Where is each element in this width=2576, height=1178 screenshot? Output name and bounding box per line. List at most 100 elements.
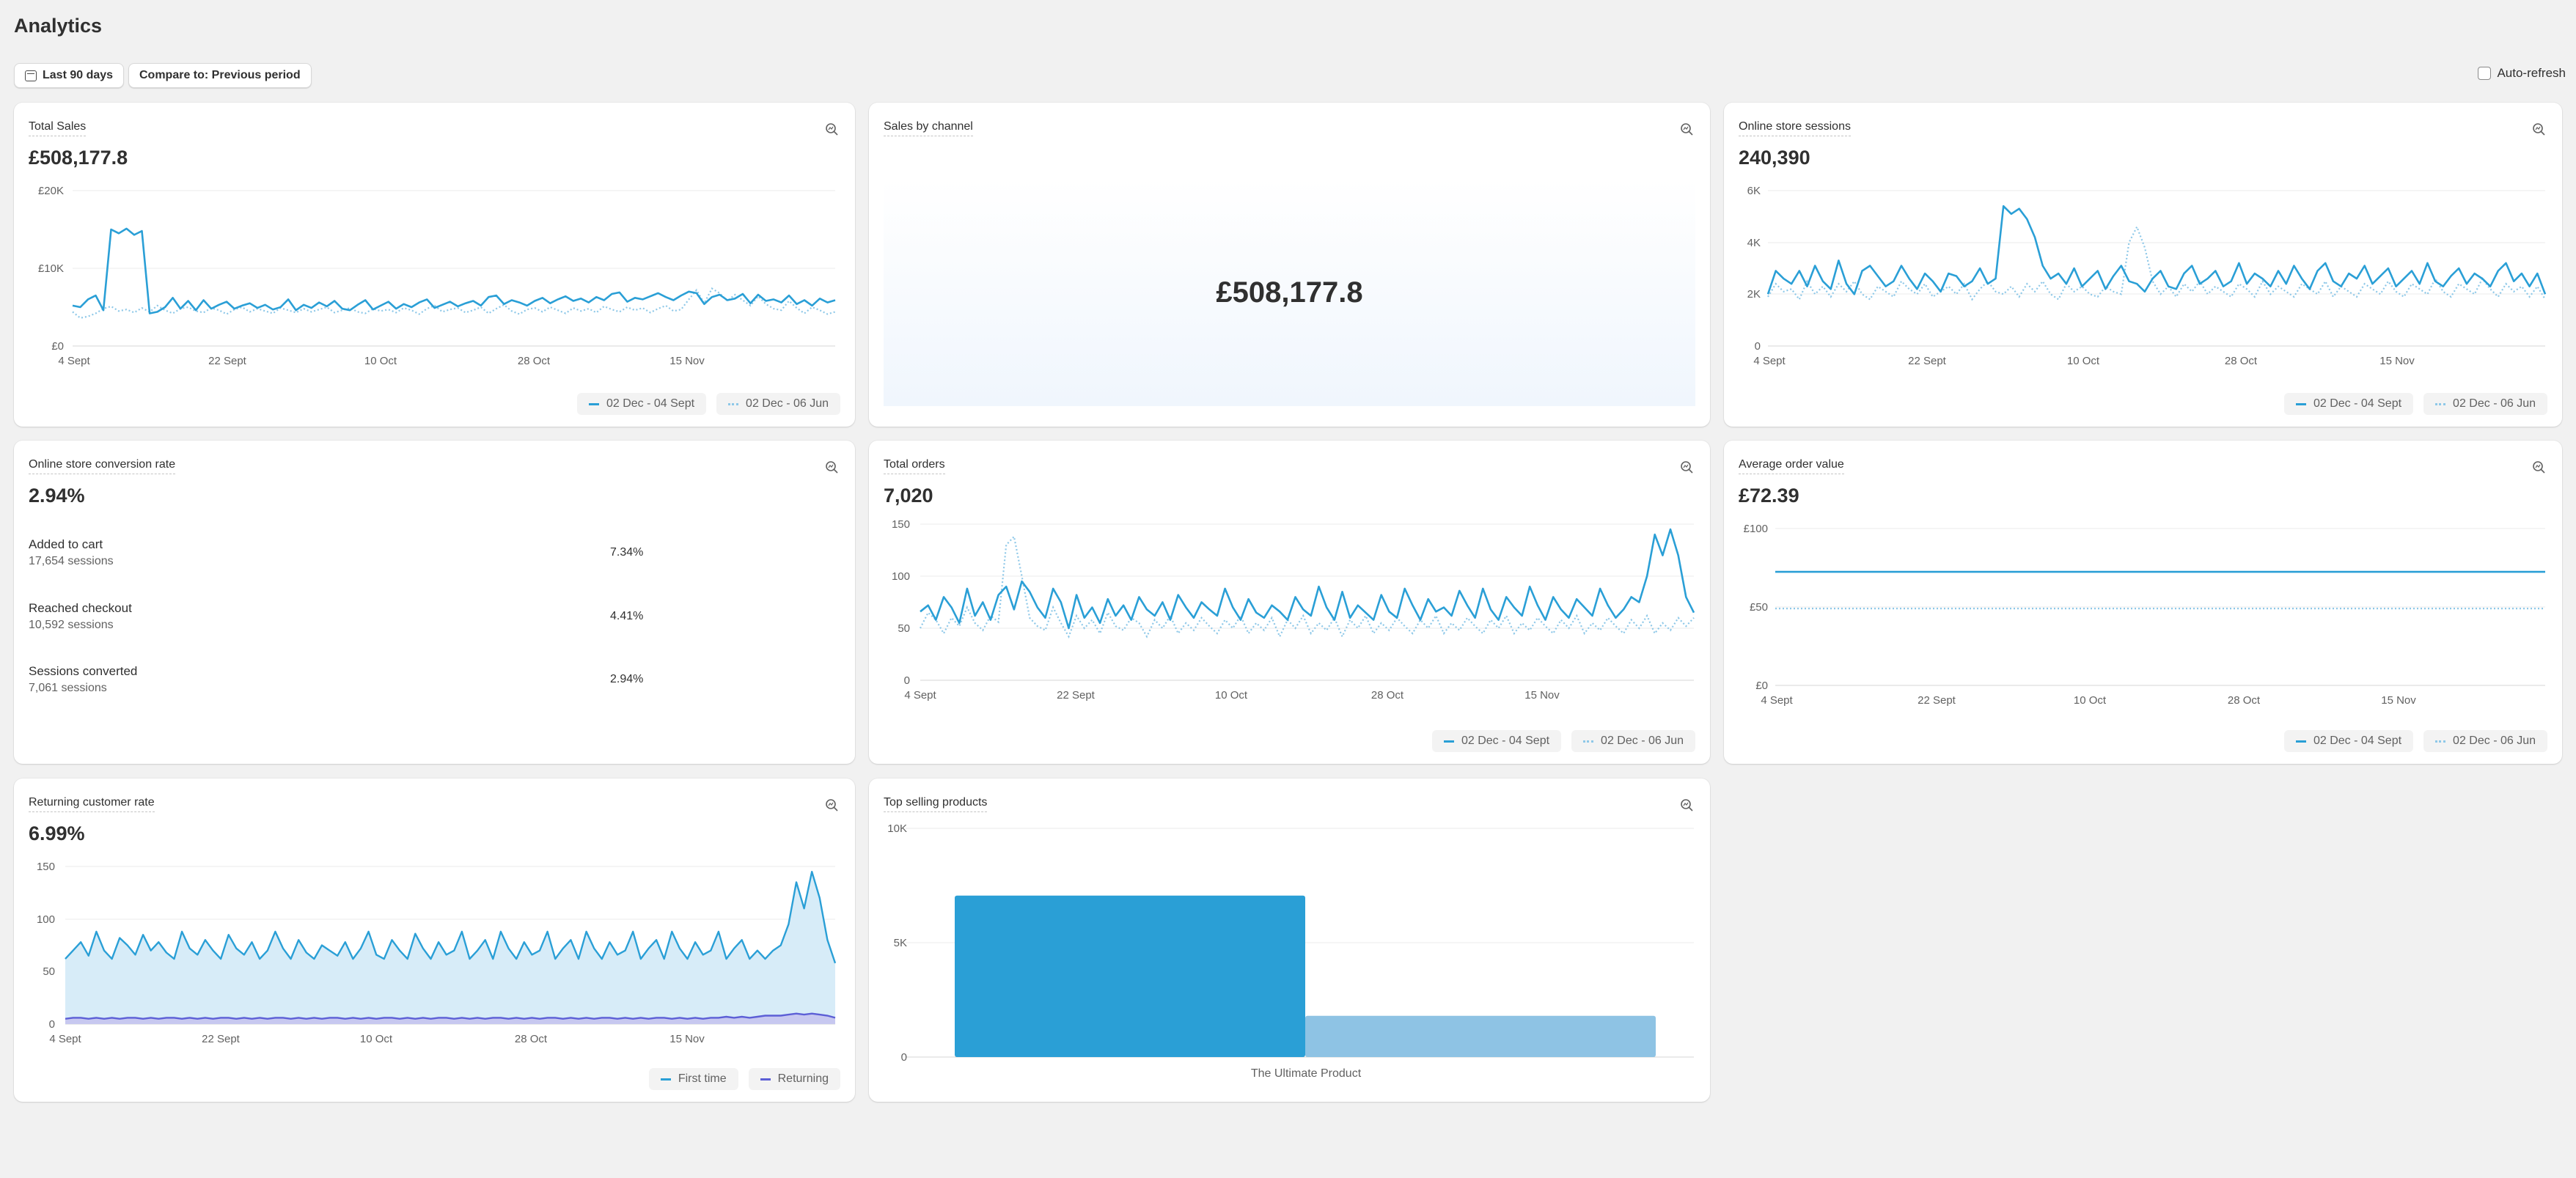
y-tick: 5K	[894, 937, 907, 949]
x-tick: 10 Oct	[360, 1033, 393, 1045]
legend-label: 02 Dec - 04 Sept	[2313, 735, 2402, 747]
funnel-sessions: 10,592 sessions	[29, 619, 114, 631]
explore-icon[interactable]	[824, 460, 839, 474]
card-value: £508,177.8	[29, 147, 128, 169]
x-tick: The Ultimate Product	[1251, 1067, 1362, 1080]
y-tick: 50	[898, 622, 910, 635]
card-title[interactable]: Online store conversion rate	[29, 458, 176, 474]
explore-icon[interactable]	[1679, 122, 1694, 136]
funnel-label: Sessions converted	[29, 664, 138, 678]
auto-refresh-label: Auto-refresh	[2497, 66, 2566, 80]
card-title[interactable]: Total orders	[884, 458, 945, 474]
comparison-series-line	[920, 534, 1695, 639]
y-tick: 0	[904, 674, 910, 687]
y-tick: £10K	[38, 262, 64, 275]
funnel-percentage: 4.41%	[610, 610, 644, 622]
legend-first-time[interactable]: First time	[648, 1068, 738, 1090]
funnel-sessions: 17,654 sessions	[29, 555, 114, 567]
total-sales-chart: £20K £10K £0 4 Sept 22 Sept 10 Oct 28 Oc…	[38, 185, 836, 367]
solid-line-icon	[2295, 740, 2306, 743]
total-orders-card: Total orders 7,020 150 100 50 0 4 Sept 2…	[869, 441, 1710, 764]
x-tick: 28 Oct	[515, 1033, 548, 1045]
top-products-card: Top selling products 10K 5K 0 The Ultima…	[869, 778, 1710, 1102]
x-tick: 22 Sept	[1908, 355, 1947, 367]
card-title[interactable]: Total Sales	[29, 120, 87, 136]
legend-previous[interactable]: 02 Dec - 06 Jun	[2423, 393, 2547, 415]
legend-returning[interactable]: Returning	[748, 1068, 840, 1090]
current-series-line	[72, 227, 836, 314]
solid-line-icon	[1443, 740, 1454, 743]
sessions-card: Online store sessions 240,390 6K 4K 2K 0…	[1724, 103, 2562, 427]
y-tick: 2K	[1747, 288, 1761, 301]
explore-icon[interactable]	[824, 798, 839, 812]
card-value: 240,390	[1739, 147, 1810, 169]
card-value: 2.94%	[29, 485, 85, 507]
chart-legend: 02 Dec - 04 Sept 02 Dec - 06 Jun	[2283, 393, 2547, 415]
legend-current[interactable]: 02 Dec - 04 Sept	[576, 393, 707, 415]
chart-legend: 02 Dec - 04 Sept 02 Dec - 06 Jun	[576, 393, 840, 415]
current-series-line	[1766, 205, 2547, 295]
y-tick: 50	[43, 965, 55, 978]
x-tick: 4 Sept	[1753, 355, 1786, 367]
auto-refresh-checkbox[interactable]	[2478, 67, 2492, 80]
x-tick: 4 Sept	[904, 689, 936, 702]
y-tick: £0	[1755, 680, 1768, 692]
conversion-rate-card: Online store conversion rate 2.94% Added…	[14, 441, 855, 764]
explore-icon[interactable]	[1679, 460, 1694, 474]
card-title[interactable]: Top selling products	[884, 796, 988, 812]
x-tick: 15 Nov	[669, 1033, 705, 1045]
card-title[interactable]: Sales by channel	[884, 120, 973, 136]
chart-legend: First time Returning	[648, 1068, 840, 1090]
y-tick: 150	[892, 518, 910, 531]
x-tick: 22 Sept	[1057, 689, 1096, 702]
y-tick: 100	[892, 570, 910, 583]
legend-label: 02 Dec - 06 Jun	[2453, 397, 2536, 410]
page-title: Analytics	[14, 15, 103, 37]
bar-current[interactable]	[955, 895, 1305, 1057]
solid-line-icon	[588, 402, 599, 405]
x-tick: 4 Sept	[1761, 694, 1793, 707]
x-tick: 28 Oct	[2228, 694, 2261, 707]
first-time-line	[65, 871, 837, 964]
compare-button[interactable]: Compare to: Previous period	[128, 63, 312, 88]
legend-current[interactable]: 02 Dec - 04 Sept	[2283, 393, 2414, 415]
y-tick: 100	[37, 913, 55, 926]
solid-line-icon	[660, 1078, 671, 1081]
funnel-percentage: 7.34%	[610, 546, 644, 559]
y-tick: £100	[1744, 523, 1768, 535]
explore-icon[interactable]	[2531, 122, 2546, 136]
average-order-value-card: Average order value £72.39 £100 £50 £0 4…	[1724, 441, 2562, 764]
legend-previous[interactable]: 02 Dec - 06 Jun	[1571, 730, 1695, 752]
legend-previous[interactable]: 02 Dec - 06 Jun	[716, 393, 840, 415]
card-title[interactable]: Returning customer rate	[29, 796, 155, 812]
bar-previous[interactable]	[1305, 1015, 1656, 1057]
total-orders-chart: 150 100 50 0 4 Sept 22 Sept 10 Oct 28 Oc…	[892, 518, 1695, 702]
explore-icon[interactable]	[824, 122, 839, 136]
card-value: 7,020	[884, 485, 933, 507]
explore-icon[interactable]	[2531, 460, 2546, 474]
funnel-row-sessions-converted: Sessions converted 7,061 sessions 2.94%	[29, 664, 840, 701]
funnel-row-reached-checkout: Reached checkout 10,592 sessions 4.41%	[29, 601, 840, 638]
card-value: 6.99%	[29, 822, 85, 844]
legend-current[interactable]: 02 Dec - 04 Sept	[1431, 730, 1562, 752]
auto-refresh-toggle[interactable]: Auto-refresh	[2478, 66, 2566, 81]
dotted-line-icon	[2435, 402, 2446, 405]
card-title[interactable]: Online store sessions	[1739, 120, 1851, 136]
y-tick: 0	[49, 1018, 55, 1031]
x-tick: 4 Sept	[49, 1033, 81, 1045]
legend-current[interactable]: 02 Dec - 04 Sept	[2283, 730, 2414, 752]
channel-total-value: £508,177.8	[1216, 276, 1363, 309]
x-tick: 15 Nov	[669, 355, 705, 367]
aov-chart: £100 £50 £0 4 Sept 22 Sept 10 Oct 28 Oct…	[1744, 523, 2545, 707]
date-range-label: Last 90 days	[43, 69, 114, 81]
comparison-series-line	[1767, 224, 2546, 301]
card-title[interactable]: Average order value	[1739, 458, 1844, 474]
legend-label: First time	[678, 1072, 727, 1085]
x-tick: 28 Oct	[518, 355, 551, 367]
legend-previous[interactable]: 02 Dec - 06 Jun	[2423, 730, 2547, 752]
legend-label: 02 Dec - 06 Jun	[746, 397, 829, 410]
date-range-button[interactable]: Last 90 days	[14, 63, 125, 88]
current-series-line	[920, 528, 1695, 630]
first-time-area	[65, 872, 835, 1024]
explore-icon[interactable]	[1679, 798, 1694, 812]
